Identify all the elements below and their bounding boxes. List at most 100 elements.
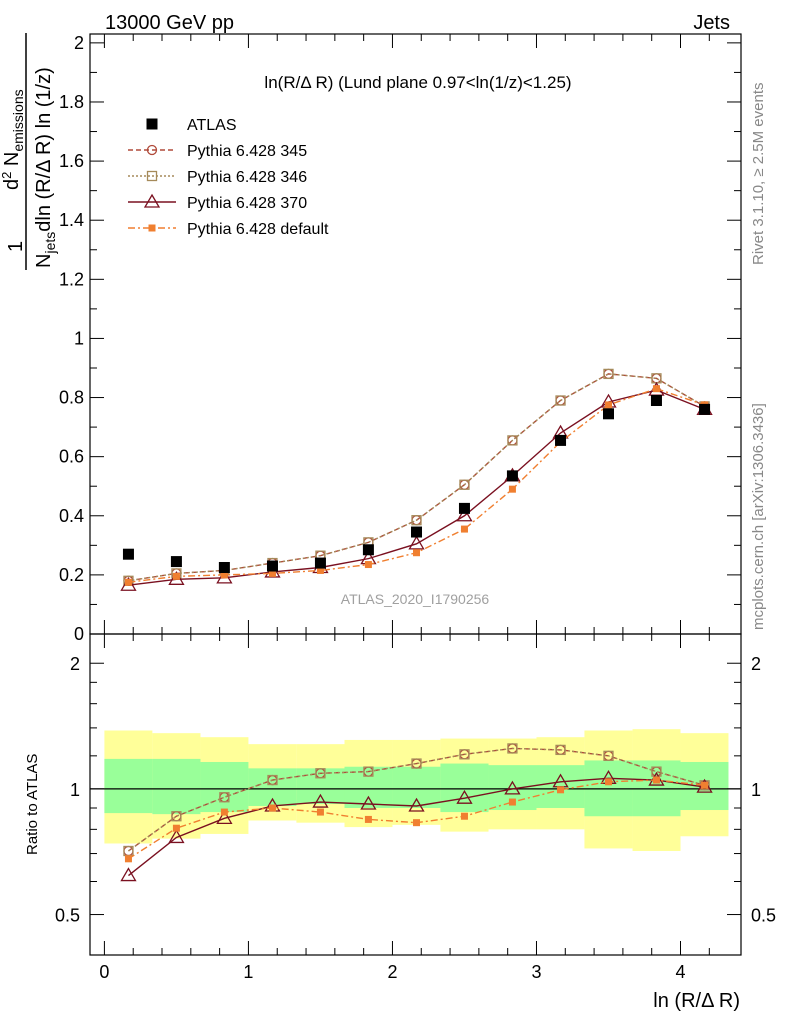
- main-y-tick-label: 0.6: [59, 447, 84, 467]
- data-point-default: [124, 578, 132, 586]
- data-point-default: [220, 571, 228, 579]
- svg-text:1: 1: [5, 241, 27, 252]
- main-y-tick-label: 0.4: [59, 506, 84, 526]
- data-point-346: [651, 766, 662, 777]
- data-point-default: [413, 549, 421, 557]
- data-point-default: [460, 812, 468, 820]
- ratio-y-tick-label: 2: [751, 654, 761, 674]
- data-point-default: [268, 804, 276, 812]
- x-tick-label: 1: [243, 962, 253, 982]
- data-point-346: [411, 758, 422, 769]
- data-point-370: [120, 867, 137, 882]
- data-point-default: [460, 525, 468, 533]
- data-point-346: [363, 766, 374, 777]
- energy-label: 13000 GeV pp: [105, 12, 234, 34]
- data-point-atlas: [411, 526, 423, 538]
- data-point-atlas: [602, 408, 614, 420]
- x-tick-label: 4: [676, 962, 686, 982]
- data-point-370: [143, 193, 161, 208]
- data-point-370: [456, 789, 473, 804]
- data-point-default: [364, 815, 372, 823]
- ratio-y-tick-label: 0.5: [55, 906, 80, 926]
- ratio-y-tick-label: 1: [70, 780, 80, 800]
- plot-title: ln(R/Δ R) (Lund plane 0.97<ln(1/z)<1.25): [264, 73, 571, 92]
- x-tick-label: 3: [531, 962, 541, 982]
- ratio-y-tick-label: 1: [751, 780, 761, 800]
- main-y-tick-label: 2: [74, 33, 84, 53]
- data-point-atlas: [699, 403, 711, 415]
- data-point-default: [172, 824, 180, 832]
- main-y-axis-label: 1 Njetsdln (R/Δ R) ln (1/z) d2 Nemission…: [0, 33, 58, 270]
- data-point-370: [408, 797, 425, 812]
- data-point-346: [507, 435, 518, 446]
- data-point-default: [124, 855, 132, 863]
- data-point-default: [604, 401, 612, 409]
- data-point-370: [360, 795, 377, 810]
- inner-band: [104, 758, 153, 814]
- mcplots-label: mcplots.cern.ch [arXiv:1306.3436]: [750, 403, 767, 630]
- data-point-346: [315, 768, 326, 779]
- data-point-default: [268, 569, 276, 577]
- ratio-plot-frame: [89, 633, 742, 956]
- legend-label: ATLAS: [187, 117, 237, 134]
- data-point-atlas: [170, 556, 182, 568]
- inner-band: [344, 766, 393, 808]
- main-y-tick-label: 0: [74, 624, 84, 644]
- ratio-y-axis-label: Ratio to ATLAS: [24, 754, 41, 855]
- data-point-default: [652, 776, 660, 784]
- data-point-370: [312, 793, 329, 808]
- analysis-tag: ATLAS_2020_I1790256: [341, 591, 490, 607]
- data-point-370: [456, 507, 473, 522]
- data-point-370: [216, 810, 233, 825]
- data-point-default: [508, 485, 516, 493]
- data-point-default: [652, 385, 660, 393]
- data-point-346: [411, 515, 422, 526]
- x-tick-label: 0: [99, 962, 109, 982]
- main-y-tick-label: 0.2: [59, 565, 84, 585]
- main-y-tick-label: 1: [74, 328, 84, 348]
- data-point-default: [148, 224, 156, 232]
- data-point-346: [507, 743, 518, 754]
- legend-label: Pythia 6.428 346: [187, 169, 307, 186]
- data-point-346: [603, 368, 614, 380]
- legend-label: Pythia 6.428 345: [187, 143, 307, 160]
- data-point-346: [459, 479, 470, 490]
- data-point-default: [508, 798, 516, 806]
- data-point-default: [316, 808, 324, 816]
- data-point-atlas: [266, 560, 278, 572]
- data-point-default: [413, 819, 421, 827]
- data-point-346: [555, 395, 566, 406]
- data-point-370: [408, 535, 425, 550]
- data-point-atlas: [146, 118, 158, 130]
- data-point-default: [604, 778, 612, 786]
- svg-text:Njetsdln (R/Δ R) ln (1/z): Njetsdln (R/Δ R) ln (1/z): [33, 67, 58, 268]
- data-point-370: [504, 780, 521, 795]
- data-point-default: [364, 561, 372, 569]
- main-y-tick-label: 1.4: [59, 210, 84, 230]
- data-point-346: [219, 792, 230, 803]
- data-point-346: [459, 749, 470, 760]
- data-point-atlas: [314, 557, 326, 569]
- data-point-346: [603, 750, 614, 761]
- x-tick-label: 2: [387, 962, 397, 982]
- svg-text:d2 Nemissions: d2 Nemissions: [0, 89, 26, 190]
- data-point-346: [267, 774, 278, 786]
- data-point-atlas: [362, 544, 374, 556]
- data-point-346: [146, 170, 158, 182]
- data-point-346: [171, 811, 182, 822]
- inner-band: [392, 766, 441, 808]
- data-point-atlas: [218, 561, 230, 573]
- inner-band: [440, 763, 489, 813]
- data-point-default: [701, 781, 709, 789]
- data-point-atlas: [506, 470, 518, 482]
- legend-label: Pythia 6.428 default: [187, 221, 329, 238]
- ratio-series-line: [128, 747, 705, 852]
- data-point-default: [172, 572, 180, 580]
- data-point-atlas: [458, 502, 470, 514]
- data-point-370: [168, 829, 185, 844]
- rivet-label: Rivet 3.1.10, ≥ 2.5M events: [750, 83, 767, 266]
- data-point-atlas: [555, 434, 567, 446]
- inner-band: [296, 768, 345, 805]
- data-point-default: [557, 786, 565, 794]
